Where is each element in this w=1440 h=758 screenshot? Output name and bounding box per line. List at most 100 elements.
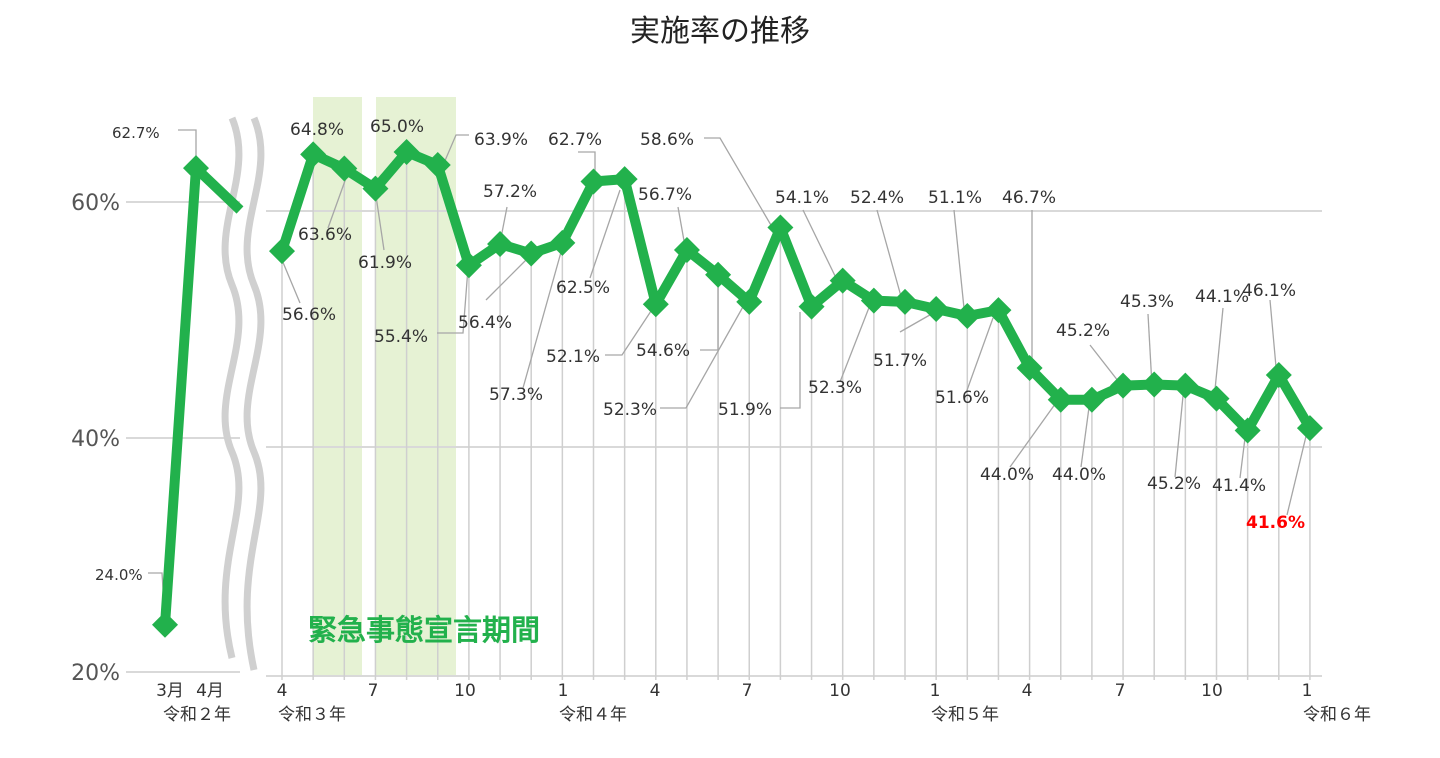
data-point	[300, 141, 327, 168]
leader-line	[327, 177, 347, 229]
data-label: 65.0%	[370, 117, 424, 137]
data-label: 63.6%	[298, 225, 352, 245]
x-era-label: 令和５年	[931, 705, 999, 725]
leader-line	[1147, 313, 1153, 387]
gridlines	[126, 201, 1322, 677]
data-label: 46.7%	[1002, 188, 1056, 208]
leader-line	[1009, 399, 1059, 468]
data-label: 51.1%	[928, 188, 982, 208]
data-label: 56.4%	[458, 313, 512, 333]
data-point	[767, 214, 794, 241]
data-label: 55.4%	[374, 327, 428, 347]
leader-line	[802, 209, 839, 283]
y-tick-label: 60%	[71, 191, 120, 216]
leader-line	[899, 311, 936, 333]
x-era-label: 令和６年	[1303, 705, 1371, 725]
x-tick-label: 4月	[196, 681, 224, 701]
data-point	[1234, 417, 1261, 444]
data-point	[705, 261, 732, 288]
data-markers	[152, 139, 1323, 638]
x-era-label: 令和４年	[559, 705, 627, 725]
data-label: 41.4%	[1212, 476, 1266, 496]
x-era-label: 令和３年	[278, 705, 346, 725]
data-point	[580, 168, 607, 195]
data-label: 52.3%	[808, 378, 862, 398]
data-point	[985, 297, 1012, 324]
data-point	[362, 175, 389, 202]
leader-line	[589, 189, 621, 279]
data-label: 51.9%	[718, 400, 772, 420]
x-tick-label: 3月	[156, 681, 184, 701]
data-label: 58.6%	[640, 130, 694, 150]
data-point	[954, 303, 981, 330]
data-label: 52.3%	[603, 400, 657, 420]
chart-title: 実施率の推移	[630, 14, 810, 49]
axis-break-wave	[243, 116, 265, 671]
leader-line	[522, 244, 564, 389]
data-label: 56.6%	[282, 305, 336, 325]
highlight-label: 緊急事態宣言期間	[308, 613, 540, 647]
y-tick-label: 20%	[71, 661, 120, 686]
leader-line	[605, 304, 656, 356]
data-point	[1296, 415, 1323, 442]
data-point	[183, 155, 209, 182]
leader-line	[700, 285, 719, 351]
data-label: 46.1%	[1242, 281, 1296, 301]
data-point	[1265, 362, 1292, 389]
data-label: 41.6%	[1246, 513, 1305, 533]
leader-line	[485, 255, 531, 301]
data-label: 52.1%	[546, 347, 600, 367]
x-axis-ticks	[281, 152, 1311, 680]
emergency-bands	[313, 97, 456, 677]
x-tick-label: 1	[930, 681, 941, 701]
data-point	[892, 288, 918, 315]
data-label: 63.9%	[474, 130, 528, 150]
x-tick-label: 10	[454, 681, 476, 701]
leader-line	[1286, 427, 1309, 516]
data-point	[1110, 372, 1137, 399]
data-point	[860, 287, 887, 314]
data-point	[393, 139, 420, 165]
x-era-label: 令和２年	[163, 705, 231, 725]
leader-line	[1174, 385, 1185, 478]
x-tick-label: 7	[742, 681, 753, 701]
data-point	[487, 231, 514, 258]
data-point	[331, 155, 358, 182]
emergency-band	[313, 97, 362, 677]
data-point	[455, 252, 482, 279]
data-point	[1203, 385, 1230, 412]
leader-line	[876, 209, 903, 301]
data-label: 54.6%	[636, 341, 690, 361]
x-tick-label: 10	[1201, 681, 1223, 701]
data-label: 51.7%	[873, 351, 927, 371]
data-point	[1141, 371, 1168, 398]
series-line-segment	[277, 147, 1315, 436]
data-point	[152, 611, 178, 638]
data-point	[518, 240, 545, 267]
data-label: 44.0%	[1052, 465, 1106, 485]
data-label: 44.1%	[1195, 287, 1249, 307]
data-point	[269, 238, 295, 265]
y-axis-labels: 60% 40% 20%	[71, 191, 120, 686]
leader-line	[1213, 307, 1224, 401]
data-point	[673, 236, 700, 263]
data-label: 62.7%	[548, 130, 602, 150]
data-point	[829, 267, 856, 294]
data-label: 54.1%	[775, 188, 829, 208]
x-tick-label: 7	[368, 681, 379, 701]
data-labels: 24.0% 62.7% 56.6% 64.8% 63.6% 61.9% 65.0% 63.9%…	[95, 117, 1305, 584]
leader-line	[281, 259, 301, 304]
leader-line	[375, 195, 385, 251]
data-label: 61.9%	[358, 253, 412, 273]
data-point	[923, 295, 950, 322]
data-label: 64.8%	[290, 120, 344, 140]
leader-line	[1080, 399, 1091, 468]
data-label: 45.3%	[1120, 292, 1174, 312]
data-point	[549, 229, 576, 256]
data-point	[611, 166, 638, 193]
leader-line	[660, 304, 745, 409]
x-tick-label: 10	[829, 681, 851, 701]
data-point	[798, 293, 825, 320]
data-label: 44.0%	[980, 465, 1034, 485]
